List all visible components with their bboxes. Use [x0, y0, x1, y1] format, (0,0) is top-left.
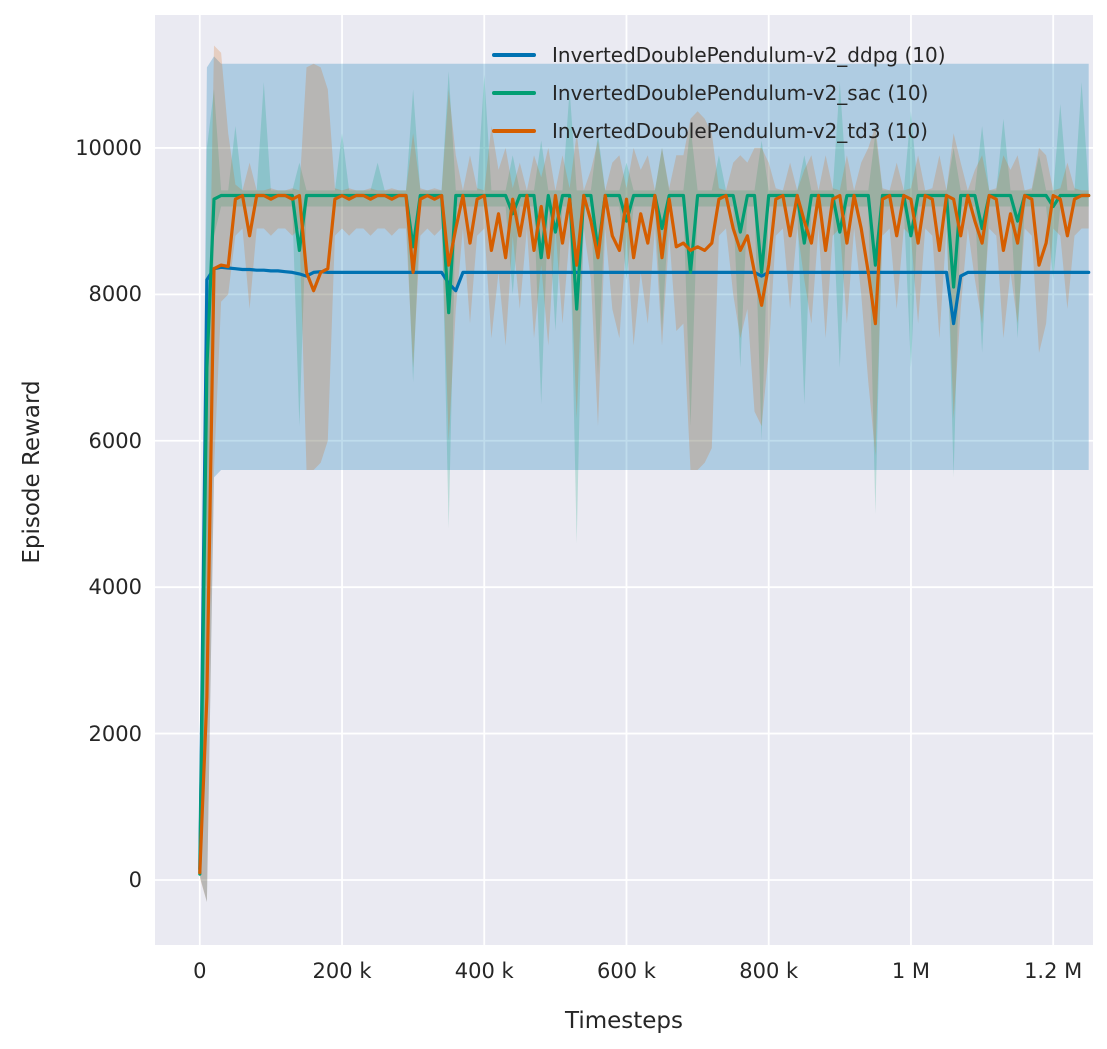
line-ddpg	[198, 265, 1091, 871]
chart-canvas	[155, 15, 1093, 945]
x-tick-label: 1.2 M	[1024, 959, 1083, 983]
line-sac	[198, 193, 1091, 876]
y-tick-label: 4000	[88, 575, 142, 600]
legend-label-ddpg: InvertedDoublePendulum-v2_ddpg (10)	[552, 43, 946, 67]
y-axis-title: Episode Reward	[19, 380, 45, 564]
x-axis-title: Timesteps	[564, 1008, 684, 1034]
legend-swatch-ddpg	[492, 53, 536, 57]
legend-entry-td3: InvertedDoublePendulum-v2_td3 (10)	[492, 118, 946, 144]
x-tick-label: 200 k	[312, 959, 372, 983]
legend-entry-ddpg: InvertedDoublePendulum-v2_ddpg (10)	[492, 42, 946, 68]
y-tick-label: 10000	[75, 135, 142, 160]
legend-label-sac: InvertedDoublePendulum-v2_sac (10)	[552, 81, 929, 105]
line-td3	[198, 193, 1091, 875]
legend-swatch-sac	[492, 91, 536, 95]
y-tick-label: 8000	[88, 282, 142, 307]
x-tick-label: 0	[193, 959, 207, 983]
x-tick-label: 400 k	[454, 959, 514, 983]
x-tick-label: 600 k	[597, 959, 656, 983]
y-tick-label: 0	[128, 867, 142, 892]
y-tick-label: 6000	[88, 428, 142, 453]
band-td3	[199, 45, 1089, 902]
legend-swatch-td3	[492, 129, 536, 133]
plot-area	[155, 15, 1093, 945]
y-tick-label: 2000	[88, 721, 142, 746]
legend-label-td3: InvertedDoublePendulum-v2_td3 (10)	[552, 119, 928, 143]
legend: InvertedDoublePendulum-v2_ddpg (10) Inve…	[492, 42, 946, 156]
x-tick-label: 1 M	[891, 959, 931, 983]
x-tick-label: 800 k	[739, 959, 799, 983]
legend-entry-sac: InvertedDoublePendulum-v2_sac (10)	[492, 80, 946, 106]
